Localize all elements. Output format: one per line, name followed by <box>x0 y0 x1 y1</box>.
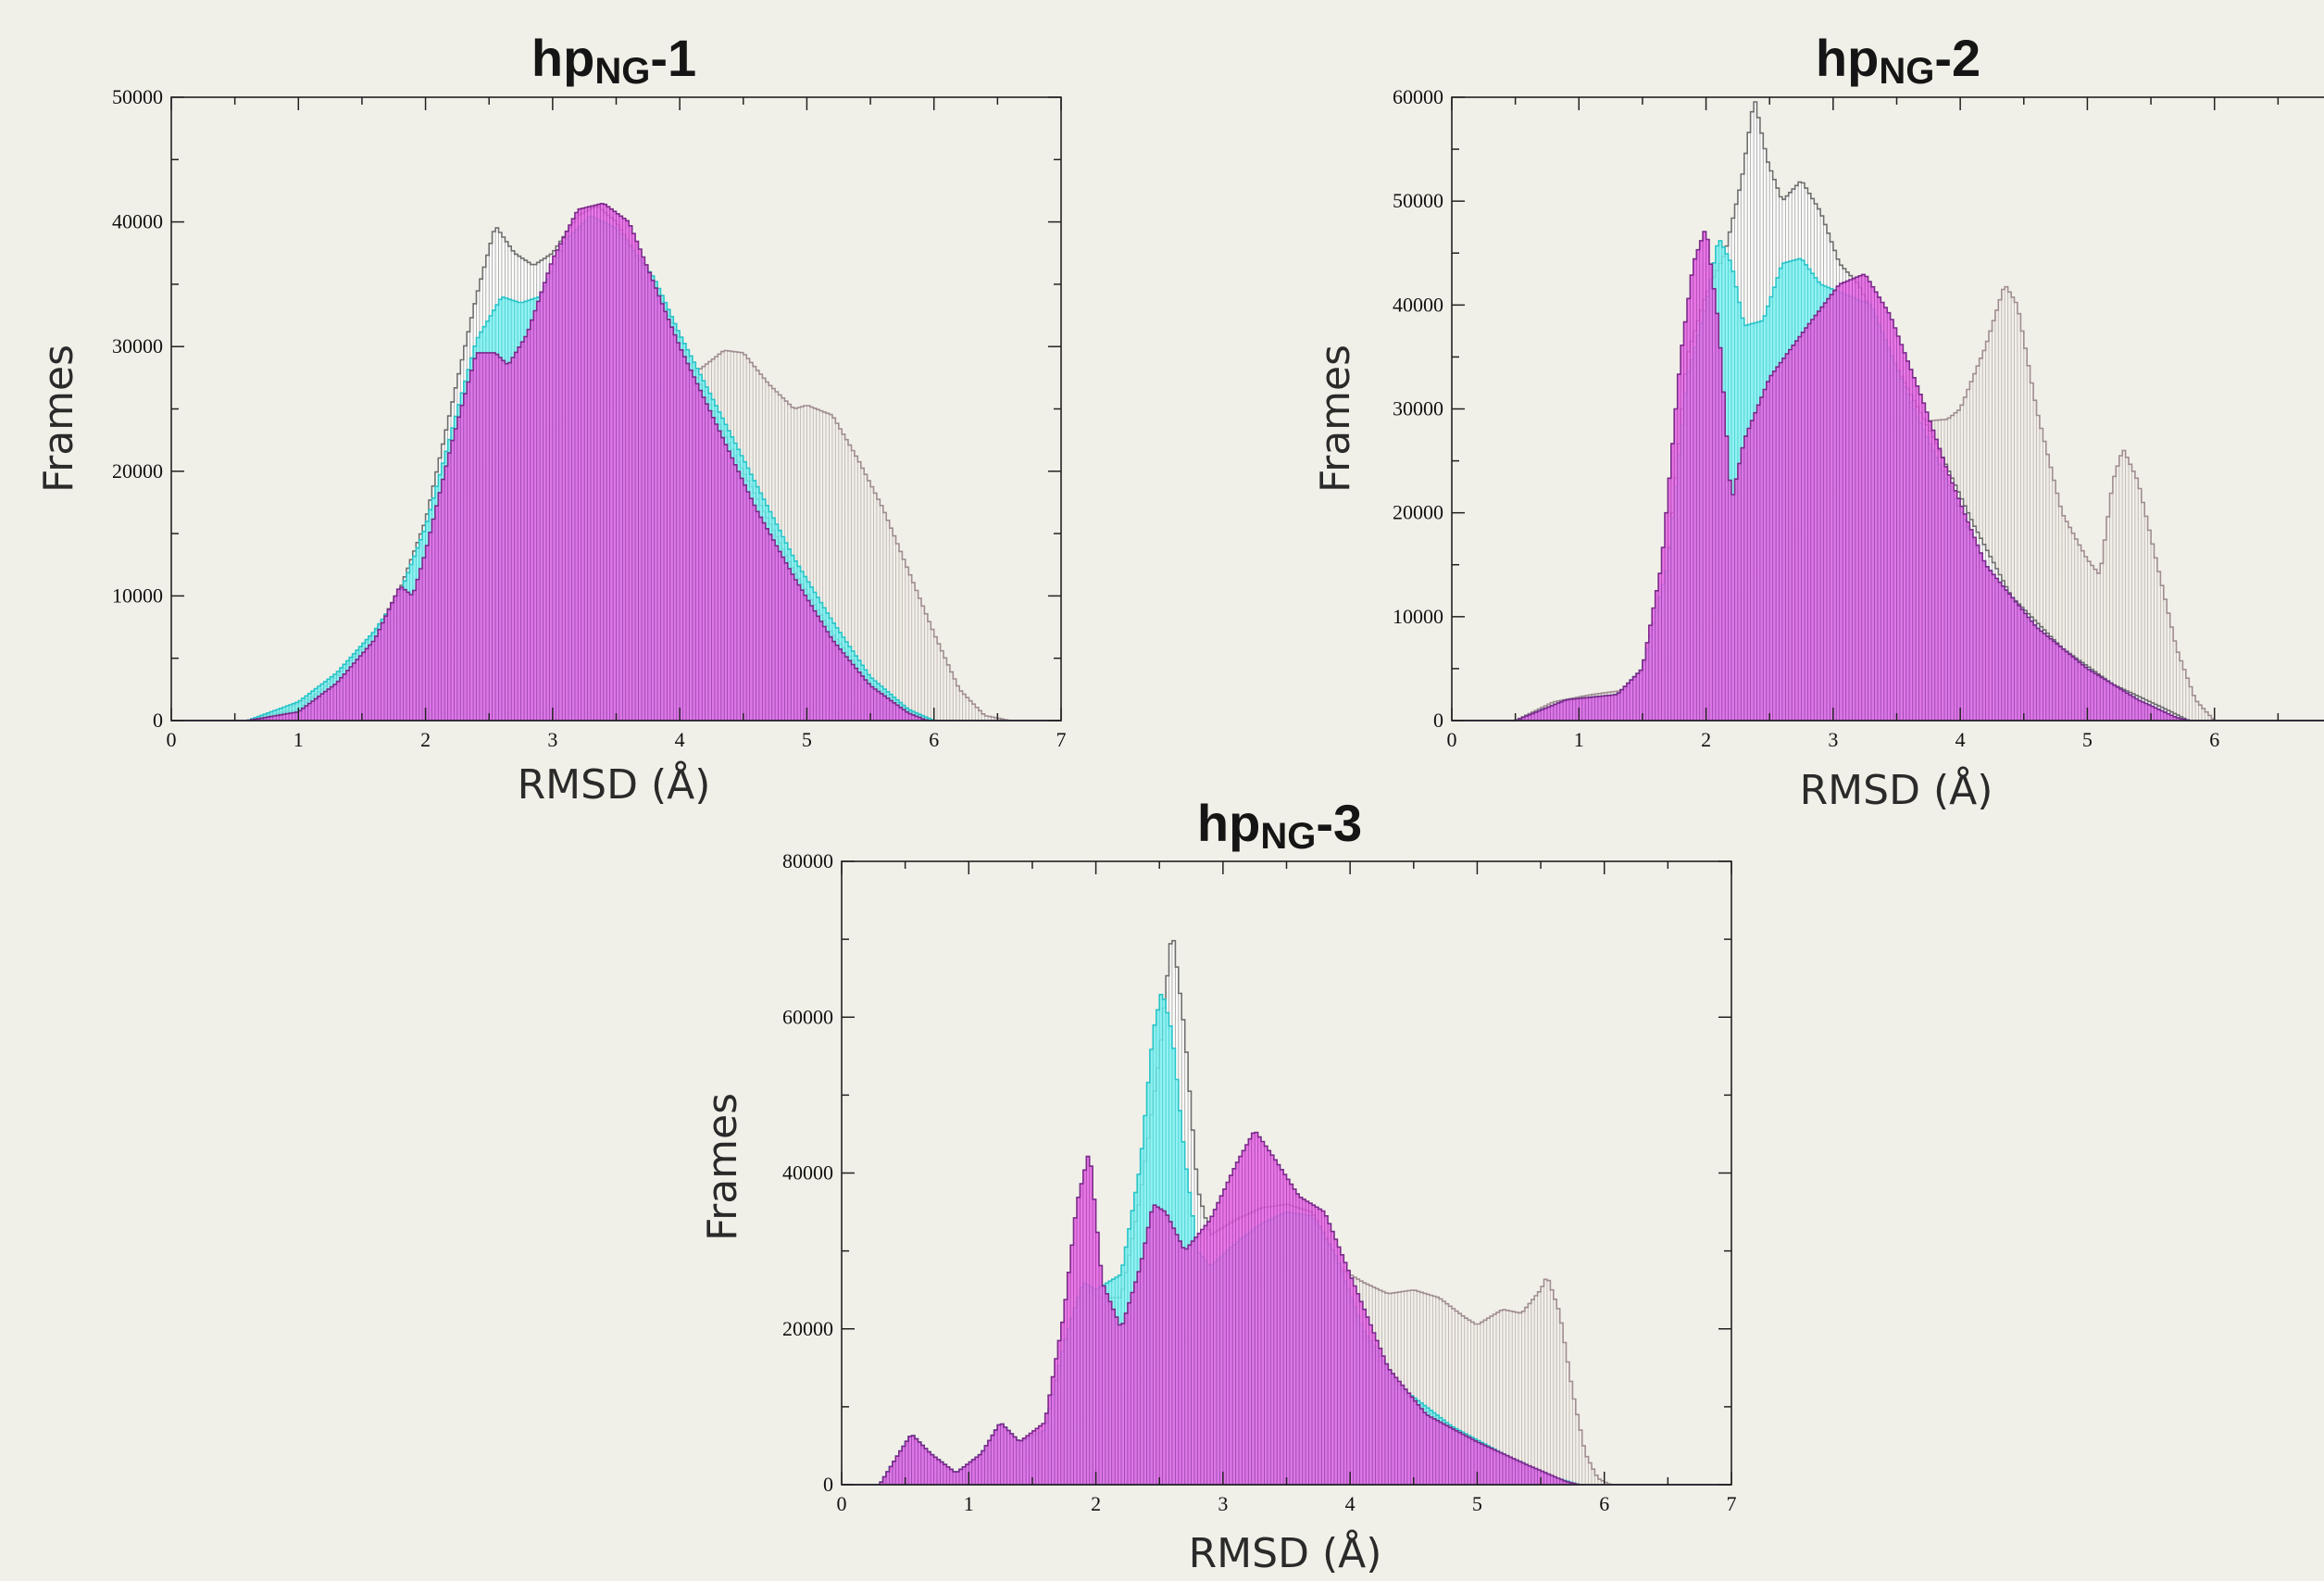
y-tick-label: 40000 <box>1393 293 1443 316</box>
series-outline <box>1452 231 2324 721</box>
y-axis-label: Frames <box>1312 345 1359 493</box>
plot-area: 0 1 2 3 4 5 6 0 10000 20000 30000 40000 50000 60000 <box>1393 85 2324 751</box>
title-main: hp <box>1816 29 1879 87</box>
y-tick-label: 60000 <box>782 1005 833 1028</box>
title-suffix: -2 <box>1934 29 1980 87</box>
x-tick-label: 4 <box>1345 1492 1356 1515</box>
title-subscript: NG <box>1260 816 1316 857</box>
y-tick-label: 0 <box>153 709 163 732</box>
title-suffix: -1 <box>650 29 696 87</box>
y-tick-label: 40000 <box>112 210 163 233</box>
x-tick-label: 6 <box>929 728 939 751</box>
y-tick-label: 80000 <box>782 849 833 872</box>
panel-title: hpNG-2 <box>1816 29 1980 92</box>
x-tick-label: 2 <box>420 728 431 751</box>
x-tick-label: 0 <box>167 728 177 751</box>
y-tick-label: 50000 <box>1393 189 1443 212</box>
x-tick-label: 3 <box>1218 1492 1228 1515</box>
x-tick-label: 7 <box>1727 1492 1737 1515</box>
title-main: hp <box>531 29 594 87</box>
x-tick-label: 5 <box>2082 728 2093 751</box>
x-tick-label: 2 <box>1701 728 1711 751</box>
y-tick-label: 10000 <box>1393 605 1443 628</box>
panel-title: hpNG-1 <box>531 29 696 92</box>
y-tick-label: 0 <box>823 1473 833 1496</box>
series-outline <box>842 1131 1731 1486</box>
y-axis-label: Frames <box>35 345 82 493</box>
x-tick-label: 5 <box>802 728 812 751</box>
x-axis-label: RMSD (Å) <box>1800 765 1993 814</box>
series-3 <box>1452 231 2324 721</box>
y-tick-label: 0 <box>1433 709 1443 732</box>
x-tick-label: 7 <box>1056 728 1067 751</box>
y-tick-label: 30000 <box>112 334 163 358</box>
x-tick-label: 1 <box>964 1492 974 1515</box>
x-tick-label: 1 <box>294 728 304 751</box>
plot-area: 0 1 2 3 4 5 6 7 0 10000 20000 30000 40000 50000 <box>112 85 1067 751</box>
x-tick-label: 1 <box>1574 728 1584 751</box>
title-main: hp <box>1197 794 1260 852</box>
y-tick-label: 20000 <box>782 1317 833 1340</box>
x-tick-label: 0 <box>1447 728 1457 751</box>
x-tick-label: 4 <box>675 728 685 751</box>
panel-hpng-2: hpNG-2 0 1 2 3 4 5 6 0 10000 20000 30000 40000 50000… <box>1312 29 2324 814</box>
x-tick-label: 5 <box>1472 1492 1482 1515</box>
panel-hpng-3: hpNG-3 0 1 2 3 4 5 6 7 0 20000 40000 60000 80000 RMS… <box>699 794 1737 1577</box>
series-outline <box>171 203 1061 721</box>
ticks: 0 1 2 3 4 5 6 7 0 10000 20000 30000 40000 50000 <box>112 85 1067 751</box>
x-axis-label: RMSD (Å) <box>1189 1528 1382 1577</box>
y-axis-label: Frames <box>699 1093 746 1241</box>
y-tick-label: 60000 <box>1393 85 1443 108</box>
series-3 <box>842 1131 1731 1486</box>
y-tick-label: 20000 <box>112 459 163 483</box>
x-tick-label: 6 <box>2209 728 2219 751</box>
ticks: 0 1 2 3 4 5 6 7 0 20000 40000 60000 80000 <box>782 849 1737 1515</box>
x-tick-label: 4 <box>1955 728 1966 751</box>
x-tick-label: 3 <box>547 728 557 751</box>
x-axis-label: RMSD (Å) <box>518 759 711 809</box>
series-area <box>1452 232 2324 721</box>
x-tick-label: 6 <box>1599 1492 1609 1515</box>
title-suffix: -3 <box>1316 794 1362 852</box>
y-tick-label: 40000 <box>782 1161 833 1185</box>
x-tick-label: 0 <box>837 1492 847 1515</box>
y-tick-label: 30000 <box>1393 397 1443 420</box>
panel-title: hpNG-3 <box>1197 794 1362 857</box>
title-subscript: NG <box>1879 51 1934 92</box>
title-subscript: NG <box>594 51 650 92</box>
ticks: 0 1 2 3 4 5 6 0 10000 20000 30000 40000 50000 60000 <box>1393 85 2280 751</box>
plot-area: 0 1 2 3 4 5 6 7 0 20000 40000 60000 80000 <box>782 849 1737 1515</box>
y-tick-label: 10000 <box>112 583 163 607</box>
x-tick-label: 2 <box>1091 1492 1101 1515</box>
y-tick-label: 50000 <box>112 85 163 108</box>
x-tick-label: 3 <box>1828 728 1838 751</box>
panel-hpng-1: hpNG-1 0 1 2 3 4 5 6 7 0 10000 20000 30000 40000 5000… <box>35 29 1067 809</box>
y-tick-label: 20000 <box>1393 501 1443 524</box>
